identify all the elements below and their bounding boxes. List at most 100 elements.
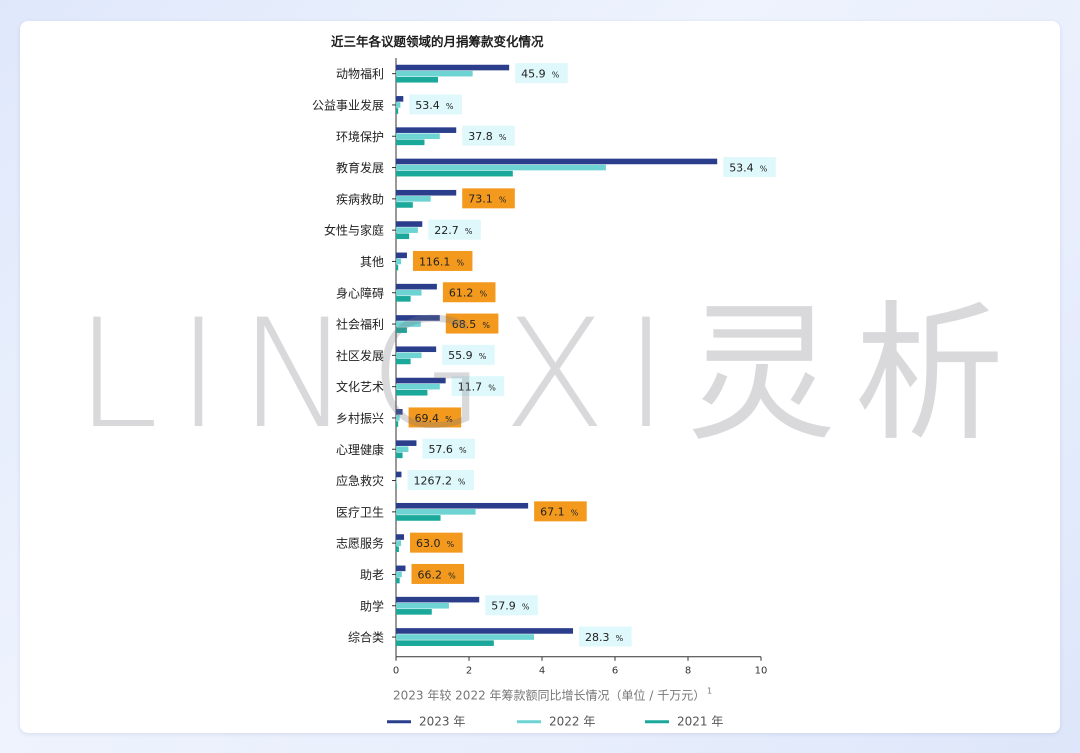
- bar: [396, 602, 449, 609]
- category-label: 公益事业发展: [312, 97, 384, 112]
- category-label: 乡村振兴: [336, 411, 384, 425]
- growth-label-unit: %: [482, 321, 490, 330]
- chart-card: 近三年各议题领域的月捐筹款变化情况 动物福利 45.9% 公益事业发展 53.4% 环境保…: [20, 21, 1060, 733]
- bar: [396, 415, 400, 421]
- growth-label-box: [534, 501, 587, 522]
- growth-label-unit: %: [479, 290, 487, 299]
- x-tick-label: 6: [612, 666, 618, 677]
- growth-label-unit: %: [459, 446, 467, 455]
- bar: [396, 289, 422, 296]
- growth-label-value: 69.4: [415, 412, 440, 425]
- growth-label-value: 53.4: [415, 99, 440, 112]
- legend-label: 2022 年: [549, 715, 595, 729]
- bar: [396, 540, 402, 546]
- bar: [396, 640, 494, 646]
- growth-label-value: 116.1: [419, 255, 451, 268]
- bar: [396, 440, 417, 446]
- growth-label-unit: %: [446, 102, 454, 111]
- legend-label: 2023 年: [419, 715, 465, 729]
- growth-label-value: 61.2: [449, 287, 474, 300]
- bar: [396, 283, 437, 290]
- category-label: 助老: [360, 568, 384, 582]
- bar: [396, 258, 402, 265]
- bar: [396, 264, 399, 271]
- growth-label-value: 67.1: [540, 506, 565, 519]
- growth-label-value: 66.2: [417, 568, 442, 581]
- growth-label-unit: %: [499, 196, 507, 205]
- growth-label-box: [451, 376, 505, 397]
- category-label: 助学: [360, 598, 384, 613]
- bar: [396, 202, 413, 208]
- bar: [396, 102, 401, 108]
- growth-label-unit: %: [616, 634, 624, 643]
- bar: [396, 252, 407, 259]
- growth-label-value: 68.5: [452, 318, 477, 331]
- growth-label-unit: %: [445, 415, 453, 424]
- category-label: 志愿服务: [336, 536, 384, 551]
- bar: [396, 452, 403, 459]
- growth-label-unit: %: [499, 133, 507, 142]
- bar: [396, 421, 399, 427]
- bar: [396, 358, 411, 365]
- growth-label-box: [515, 63, 568, 84]
- bar: [396, 346, 437, 353]
- bar: [396, 477, 397, 484]
- category-label: 应急救灾: [336, 473, 384, 488]
- growth-label-unit: %: [488, 383, 496, 392]
- category-label: 动物福利: [336, 66, 384, 81]
- growth-label-box: [442, 344, 495, 365]
- growth-label-unit: %: [458, 477, 466, 486]
- growth-label-value: 57.9: [491, 600, 515, 613]
- category-label: 身心障碍: [336, 285, 384, 300]
- x-tick-label: 0: [393, 666, 399, 677]
- category-label: 环境保护: [336, 129, 384, 144]
- legend-label: 2021 年: [677, 715, 723, 729]
- bar: [396, 534, 405, 540]
- bar: [396, 609, 432, 615]
- growth-label-box: [407, 470, 474, 491]
- bar: [396, 96, 404, 102]
- x-tick-label: 2: [466, 666, 472, 677]
- bar: [396, 546, 399, 553]
- growth-label-box: [422, 438, 476, 459]
- growth-label-value: 45.9: [521, 67, 546, 80]
- bar: [396, 446, 409, 453]
- growth-label-box: [485, 595, 538, 616]
- bar: [396, 189, 457, 196]
- bar: [396, 127, 457, 133]
- growth-label-value: 22.7: [434, 224, 459, 237]
- growth-label-value: 11.7: [458, 380, 483, 393]
- growth-label-box: [409, 94, 462, 115]
- bar: [396, 64, 510, 71]
- bar: [396, 509, 476, 515]
- bar: [396, 158, 718, 165]
- growth-label-unit: %: [447, 540, 455, 549]
- bar: [396, 634, 534, 640]
- category-label: 医疗卫生: [336, 505, 384, 519]
- growth-label-box: [445, 313, 499, 334]
- bar: [396, 170, 513, 177]
- category-label: 心理健康: [336, 442, 384, 457]
- category-label: 其他: [360, 255, 384, 269]
- growth-label-box: [442, 282, 496, 303]
- growth-label-unit: %: [465, 227, 473, 236]
- bar: [396, 483, 397, 490]
- bar: [396, 596, 480, 603]
- growth-label-box: [579, 626, 632, 647]
- growth-label-box: [412, 250, 473, 271]
- x-axis-label-superscript: 1: [707, 687, 712, 696]
- growth-label-box: [462, 125, 515, 146]
- x-tick-label: 8: [685, 666, 691, 677]
- bar: [396, 377, 446, 384]
- growth-label-value: 28.3: [585, 631, 610, 644]
- bar: [396, 383, 440, 390]
- growth-label-value: 37.8: [468, 130, 493, 143]
- bar: [396, 233, 410, 240]
- x-axis-label: 2023 年较 2022 年筹款额同比增长情况（单位 / 千万元）: [393, 688, 705, 703]
- bar: [396, 108, 399, 114]
- growth-label-value: 63.0: [416, 537, 441, 550]
- growth-label-box: [410, 532, 463, 553]
- bar: [396, 315, 440, 321]
- bar: [396, 409, 403, 415]
